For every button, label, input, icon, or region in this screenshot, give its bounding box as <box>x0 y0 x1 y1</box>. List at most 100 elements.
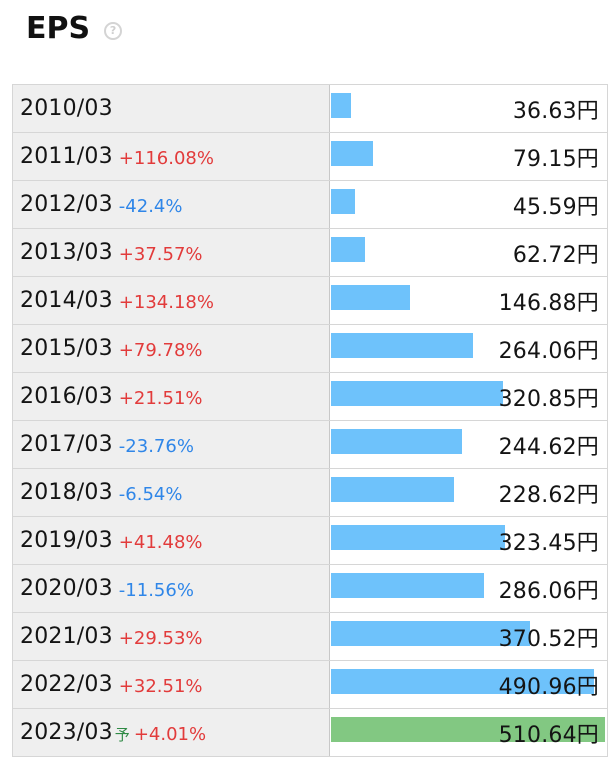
eps-bar <box>331 141 373 166</box>
eps-row: 2017/03 -23.76% 244.62円 <box>12 421 608 469</box>
eps-row: 2023/03 予 +4.01% 510.64円 <box>12 709 608 757</box>
eps-row-label-cell: 2011/03 +116.08% <box>12 133 330 180</box>
fiscal-period: 2019/03 <box>20 528 113 553</box>
yoy-change: -11.56% <box>118 579 194 601</box>
eps-row: 2012/03 -42.4% 45.59円 <box>12 181 608 229</box>
eps-value: 45.59円 <box>512 194 599 220</box>
fiscal-period: 2022/03 <box>20 672 113 697</box>
eps-row-label-cell: 2020/03 -11.56% <box>12 565 330 612</box>
eps-row-value-cell: 45.59円 <box>330 181 608 228</box>
question-circle-icon[interactable]: ? <box>104 22 123 40</box>
eps-row-label-cell: 2014/03 +134.18% <box>12 277 330 324</box>
eps-row-value-cell: 510.64円 <box>330 709 608 756</box>
yoy-change: -42.4% <box>118 195 183 217</box>
eps-bar <box>331 237 365 262</box>
eps-row-label-cell: 2016/03 +21.51% <box>12 373 330 420</box>
eps-row-label-cell: 2010/03 <box>12 85 330 132</box>
eps-value: 79.15円 <box>512 146 599 172</box>
eps-value: 510.64円 <box>498 722 599 748</box>
eps-row: 2019/03 +41.48% 323.45円 <box>12 517 608 565</box>
eps-row: 2021/03 +29.53% 370.52円 <box>12 613 608 661</box>
yoy-change: +79.78% <box>118 339 203 361</box>
fiscal-period: 2018/03 <box>20 480 113 505</box>
eps-row-value-cell: 490.96円 <box>330 661 608 708</box>
yoy-change: -23.76% <box>118 435 194 457</box>
eps-row-value-cell: 264.06円 <box>330 325 608 372</box>
eps-value: 62.72円 <box>512 242 599 268</box>
eps-value: 36.63円 <box>512 98 599 124</box>
eps-row-value-cell: 244.62円 <box>330 421 608 468</box>
eps-row: 2015/03 +79.78% 264.06円 <box>12 325 608 373</box>
eps-bar <box>331 381 503 406</box>
forecast-mark: 予 <box>114 725 130 744</box>
eps-bar <box>331 429 462 454</box>
eps-row: 2014/03 +134.18% 146.88円 <box>12 277 608 325</box>
fiscal-period: 2020/03 <box>20 576 113 601</box>
eps-row-value-cell: 79.15円 <box>330 133 608 180</box>
eps-value: 286.06円 <box>498 578 599 604</box>
eps-row-value-cell: 228.62円 <box>330 469 608 516</box>
yoy-change: -6.54% <box>118 483 183 505</box>
eps-row-value-cell: 286.06円 <box>330 565 608 612</box>
yoy-change: +41.48% <box>118 531 203 553</box>
fiscal-period: 2015/03 <box>20 336 113 361</box>
eps-row: 2011/03 +116.08% 79.15円 <box>12 133 608 181</box>
fiscal-period: 2010/03 <box>20 96 113 121</box>
yoy-change: +21.51% <box>118 387 203 409</box>
fiscal-period: 2016/03 <box>20 384 113 409</box>
fiscal-period: 2011/03 <box>20 144 113 169</box>
yoy-change: +116.08% <box>118 147 214 169</box>
eps-row-label-cell: 2015/03 +79.78% <box>12 325 330 372</box>
eps-row-value-cell: 62.72円 <box>330 229 608 276</box>
eps-row-label-cell: 2019/03 +41.48% <box>12 517 330 564</box>
eps-value: 490.96円 <box>498 674 599 700</box>
eps-row: 2016/03 +21.51% 320.85円 <box>12 373 608 421</box>
eps-row-label-cell: 2018/03 -6.54% <box>12 469 330 516</box>
eps-value: 244.62円 <box>498 434 599 460</box>
fiscal-period: 2017/03 <box>20 432 113 457</box>
yoy-change: +134.18% <box>118 291 214 313</box>
eps-bar <box>331 525 505 550</box>
eps-bar <box>331 477 454 502</box>
eps-row: 2020/03 -11.56% 286.06円 <box>12 565 608 613</box>
eps-value: 228.62円 <box>498 482 599 508</box>
fiscal-period: 2021/03 <box>20 624 113 649</box>
eps-bar <box>331 621 530 646</box>
eps-row-label-cell: 2021/03 +29.53% <box>12 613 330 660</box>
eps-row-label-cell: 2017/03 -23.76% <box>12 421 330 468</box>
eps-value: 264.06円 <box>498 338 599 364</box>
eps-table: 2010/03 36.63円 2011/03 +116.08% 79.15円 2012/0… <box>12 84 608 757</box>
eps-bar <box>331 669 594 694</box>
eps-bar <box>331 333 473 358</box>
fiscal-period: 2023/03 <box>20 720 113 745</box>
eps-row-label-cell: 2023/03 予 +4.01% <box>12 709 330 756</box>
yoy-change: +4.01% <box>133 723 207 745</box>
eps-bar <box>331 93 351 118</box>
yoy-change: +37.57% <box>118 243 203 265</box>
eps-row: 2018/03 -6.54% 228.62円 <box>12 469 608 517</box>
eps-row: 2013/03 +37.57% 62.72円 <box>12 229 608 277</box>
yoy-change: +32.51% <box>118 675 203 697</box>
eps-row-value-cell: 320.85円 <box>330 373 608 420</box>
eps-row-value-cell: 323.45円 <box>330 517 608 564</box>
yoy-change: +29.53% <box>118 627 203 649</box>
eps-value: 320.85円 <box>498 386 599 412</box>
eps-row-label-cell: 2012/03 -42.4% <box>12 181 330 228</box>
eps-forecast-bar <box>331 717 605 742</box>
eps-value: 323.45円 <box>498 530 599 556</box>
eps-row-value-cell: 370.52円 <box>330 613 608 660</box>
eps-bar <box>331 573 484 598</box>
fiscal-period: 2012/03 <box>20 192 113 217</box>
eps-row: 2022/03 +32.51% 490.96円 <box>12 661 608 709</box>
page-title: EPS <box>26 10 91 46</box>
eps-value: 370.52円 <box>498 626 599 652</box>
eps-bar <box>331 285 410 310</box>
fiscal-period: 2013/03 <box>20 240 113 265</box>
eps-value: 146.88円 <box>498 290 599 316</box>
eps-row-label-cell: 2013/03 +37.57% <box>12 229 330 276</box>
eps-bar <box>331 189 355 214</box>
eps-row-value-cell: 146.88円 <box>330 277 608 324</box>
eps-row-label-cell: 2022/03 +32.51% <box>12 661 330 708</box>
eps-row-value-cell: 36.63円 <box>330 85 608 132</box>
eps-row: 2010/03 36.63円 <box>12 85 608 133</box>
